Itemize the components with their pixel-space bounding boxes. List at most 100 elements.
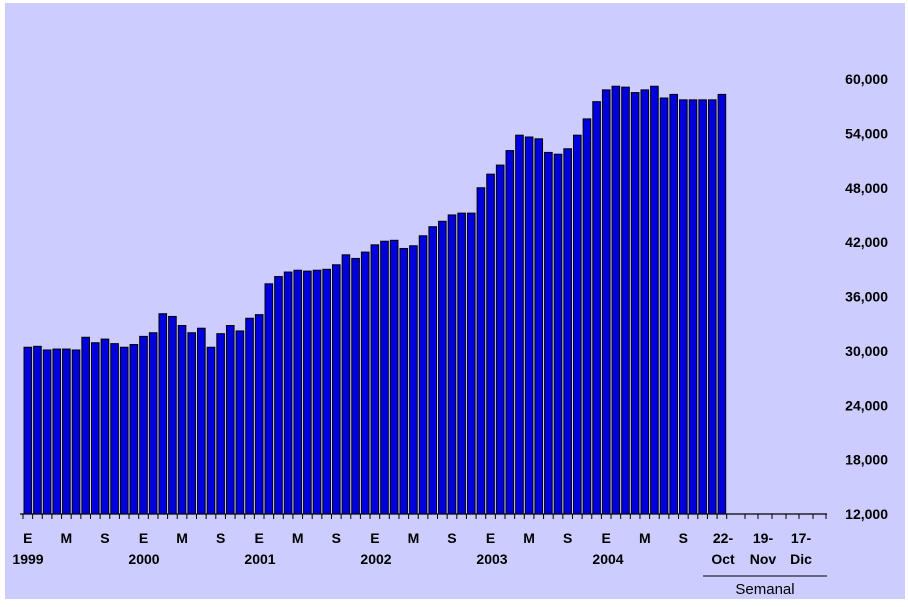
bar (91, 342, 100, 515)
bar (187, 332, 196, 515)
bar (283, 271, 293, 515)
x-tick-label: M (639, 530, 651, 546)
bar (573, 134, 582, 515)
bar (225, 325, 235, 515)
bar (688, 99, 698, 515)
bar (582, 118, 592, 515)
bar (544, 151, 553, 515)
bar (601, 89, 611, 515)
bar (52, 348, 62, 515)
bar (139, 335, 148, 515)
y-tick-label: 18,000 (845, 452, 888, 468)
weekly-tick-label-top: 22- (713, 530, 734, 546)
bar (62, 348, 71, 515)
bar (650, 85, 659, 515)
bar (42, 349, 52, 515)
bar (351, 257, 360, 515)
x-tick-label: E (23, 530, 32, 546)
x-tick-label: E (370, 530, 379, 546)
y-tick-label: 30,000 (845, 343, 888, 359)
x-tick-label: M (176, 530, 188, 546)
bar (457, 212, 466, 515)
bar (563, 148, 572, 515)
bar (621, 86, 630, 515)
bar (515, 134, 524, 515)
bar (659, 97, 669, 515)
bar (197, 327, 206, 515)
bar (534, 138, 544, 515)
y-tick-label: 54,000 (845, 125, 888, 141)
year-label: 2003 (476, 551, 507, 567)
year-label: 2004 (592, 551, 623, 567)
bar (669, 93, 679, 515)
bar (158, 313, 168, 515)
x-tick-label: E (255, 530, 264, 546)
x-tick-label: E (486, 530, 495, 546)
bar (428, 226, 437, 515)
bar (466, 212, 476, 515)
bar (389, 239, 399, 515)
bar (129, 344, 139, 515)
weekly-tick-label-bottom: Nov (750, 551, 777, 567)
y-tick-label: 24,000 (845, 397, 888, 413)
x-tick-label: E (602, 530, 611, 546)
x-tick-label: S (216, 530, 225, 546)
bar (524, 136, 534, 515)
bar (100, 338, 110, 515)
x-tick-label: S (447, 530, 456, 546)
bar (476, 187, 486, 515)
bar (447, 214, 457, 515)
bar (399, 247, 409, 515)
bar (312, 269, 322, 515)
y-tick-label: 42,000 (845, 234, 888, 250)
bar (438, 220, 447, 515)
bar (553, 153, 563, 515)
bar (177, 325, 187, 515)
x-tick-label: M (408, 530, 420, 546)
weekly-tick-label-top: 19- (753, 530, 774, 546)
bar (486, 173, 495, 515)
weekly-tick-label-bottom: Oct (711, 551, 735, 567)
x-tick-label: S (332, 530, 341, 546)
bar (235, 330, 245, 515)
weekly-tick-label-top: 17- (791, 530, 812, 546)
x-tick-label: E (139, 530, 148, 546)
weekly-section-label: Semanal (735, 581, 794, 598)
bar (322, 268, 331, 515)
bar (640, 89, 650, 515)
bar (33, 345, 42, 515)
bar (611, 85, 621, 515)
bar (23, 346, 33, 515)
bar (119, 346, 129, 515)
bar (717, 93, 727, 515)
bar (274, 276, 283, 515)
bar (380, 240, 389, 515)
x-tick-label: S (100, 530, 109, 546)
bar (698, 99, 707, 515)
bar (592, 101, 601, 515)
bar (254, 314, 264, 515)
year-label: 1999 (12, 551, 43, 567)
x-tick-label: M (523, 530, 535, 546)
bar (630, 92, 640, 515)
bar (505, 150, 515, 515)
bar (370, 244, 380, 515)
bar (341, 254, 351, 515)
weekly-tick-label-bottom: Dic (790, 551, 812, 567)
bar (332, 264, 341, 515)
x-tick-label: M (61, 530, 73, 546)
bar (264, 283, 274, 515)
y-tick-label: 48,000 (845, 180, 888, 196)
bar (418, 235, 428, 515)
bar (216, 333, 225, 515)
y-tick-label: 60,000 (845, 71, 888, 87)
bar (81, 336, 90, 515)
bar (245, 317, 254, 515)
bar (707, 99, 717, 515)
bar (495, 164, 505, 515)
bar (71, 349, 81, 515)
bar (148, 332, 158, 515)
bar (409, 245, 418, 515)
y-tick-label: 36,000 (845, 289, 888, 305)
